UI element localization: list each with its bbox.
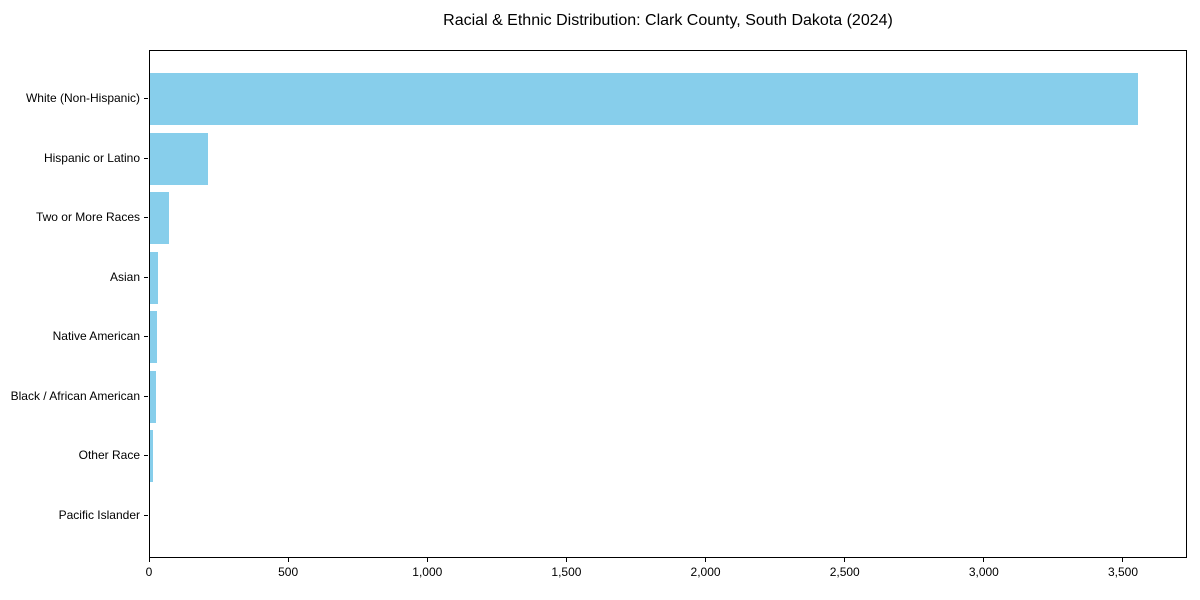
bar — [150, 251, 158, 304]
bar — [150, 311, 157, 363]
bar — [150, 430, 153, 482]
y-tick-mark — [144, 336, 148, 337]
y-tick-mark — [144, 157, 148, 159]
y-tick-mark — [144, 98, 148, 99]
x-axis-tick-label: 3,000 — [968, 565, 999, 579]
x-tick-mark — [983, 558, 985, 562]
x-axis-tick-label: 2,500 — [829, 565, 860, 579]
bar — [150, 192, 169, 244]
bar — [150, 73, 1138, 125]
x-axis-tick-label: 500 — [278, 565, 299, 579]
y-axis-label: Asian — [109, 269, 140, 284]
x-tick-mark — [1122, 558, 1124, 562]
x-tick-mark — [565, 558, 567, 562]
x-tick-mark — [844, 558, 846, 562]
y-tick-mark — [144, 217, 148, 218]
x-tick-mark — [287, 558, 289, 562]
y-axis-label: Black / African American — [10, 388, 140, 403]
y-axis-label: White (Non-Hispanic) — [25, 91, 140, 105]
x-axis-tick-label: 3,500 — [1107, 565, 1138, 579]
plot-area — [149, 50, 1187, 558]
y-axis-label: Hispanic or Latino — [43, 150, 140, 165]
chart-title: Racial & Ethnic Distribution: Clark Coun… — [443, 12, 893, 29]
y-axis-label: Pacific Islander — [58, 507, 140, 522]
y-tick-mark — [144, 395, 148, 397]
y-axis-label: Native American — [52, 329, 140, 343]
x-axis-tick-label: 1,500 — [551, 565, 582, 579]
y-tick-mark — [144, 455, 148, 456]
bar — [150, 370, 156, 423]
y-tick-mark — [144, 514, 148, 516]
x-tick-mark — [705, 558, 707, 562]
x-axis-tick-label: 2,000 — [690, 565, 721, 579]
y-axis-label: Two or More Races — [35, 210, 140, 224]
x-axis-tick-label: 1,000 — [412, 565, 443, 579]
x-tick-mark — [426, 558, 428, 562]
x-tick-mark — [148, 558, 150, 562]
x-axis-tick-label: 0 — [145, 565, 153, 579]
y-tick-mark — [144, 276, 148, 278]
bar — [150, 132, 208, 185]
y-axis-label: Other Race — [78, 448, 140, 462]
